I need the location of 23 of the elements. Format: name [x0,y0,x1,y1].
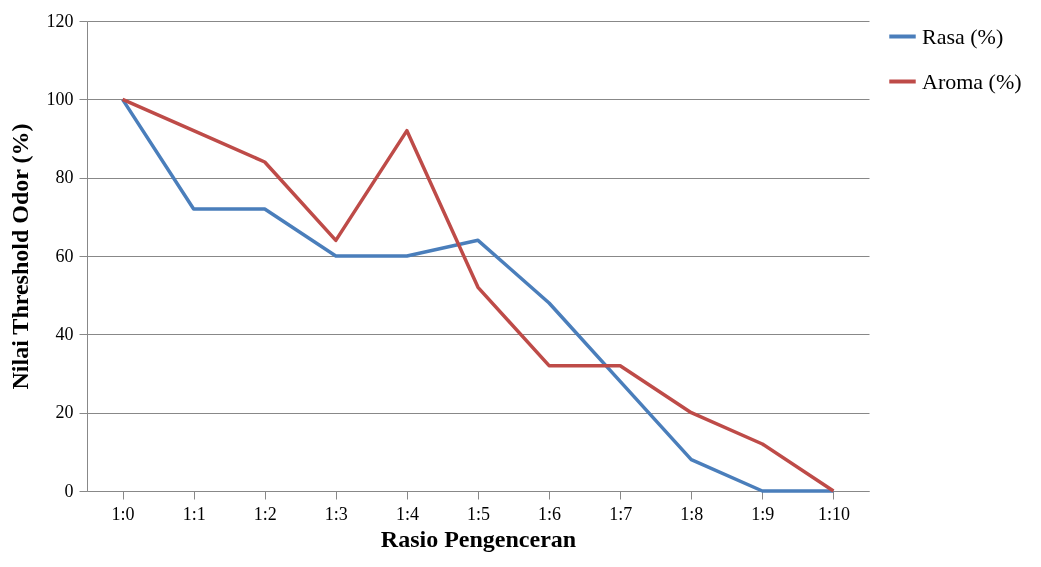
x-tick-label: 1:0 [111,503,135,524]
x-tick-label: 1:1 [182,503,206,524]
y-tick-label: 100 [46,88,74,109]
x-tick-label: 1:9 [751,503,775,524]
x-tick-label: 1:7 [609,503,633,524]
line-series [120,97,836,493]
x-tick-label: 1:8 [680,503,704,524]
y-tick-label: 0 [64,480,74,501]
x-tick-label: 1:5 [466,503,491,524]
x-tick-label: 1:4 [395,503,419,524]
legend-label: Rasa (%) [922,23,1004,49]
x-axis-title: Rasio Pengenceran [380,525,577,552]
x-tick-label: 1:10 [817,503,850,524]
x-tick-label: 1:2 [253,503,277,524]
y-tick-label: 80 [55,167,74,188]
y-axis-title: Nilai Threshold Odor (%) [6,123,33,390]
y-tick-label: 60 [55,245,74,266]
y-tick-label: 20 [55,402,74,423]
legend-label: Aroma (%) [922,68,1022,94]
x-tick-label: 1:3 [324,503,348,524]
y-tick-label: 120 [46,10,74,31]
y-tick-label: 40 [55,323,74,344]
x-tick-label: 1:6 [538,503,562,524]
